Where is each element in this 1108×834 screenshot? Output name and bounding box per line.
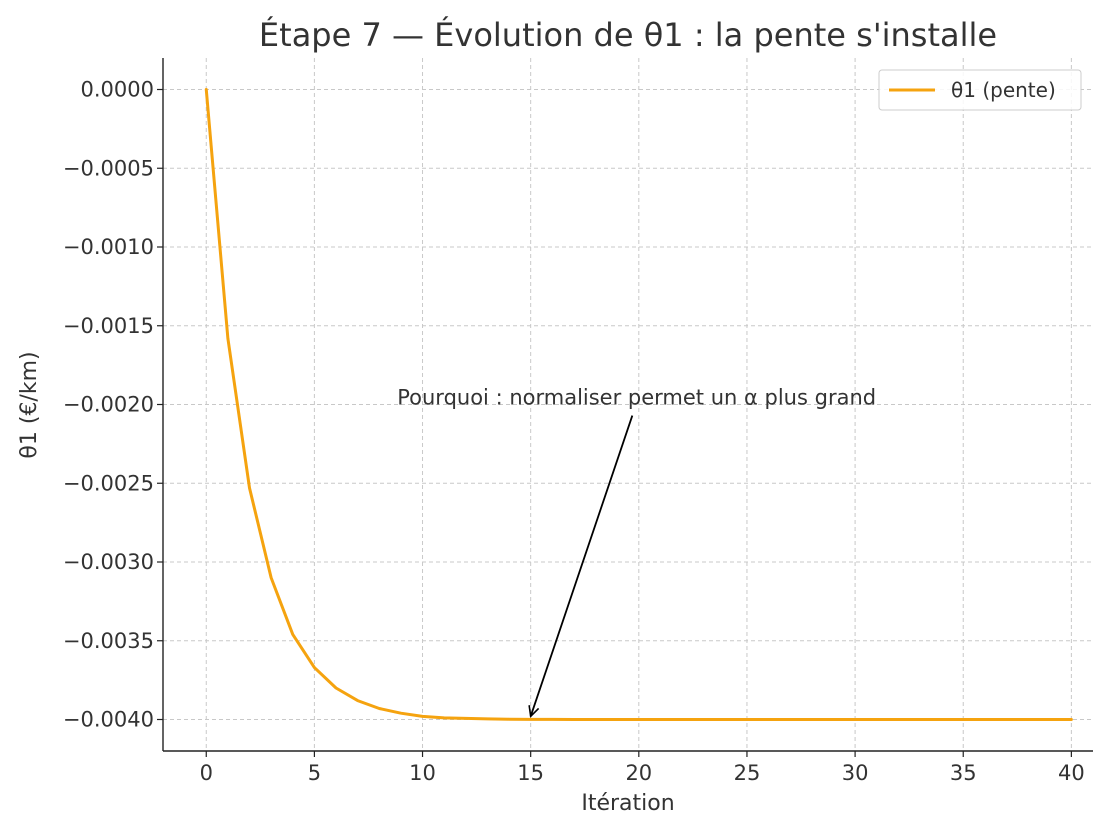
x-tick-label: 35 bbox=[950, 761, 977, 785]
annotation-text: Pourquoi : normaliser permet un α plus g… bbox=[397, 386, 876, 410]
y-tick-label: −0.0040 bbox=[63, 708, 154, 732]
legend-label: θ1 (pente) bbox=[951, 78, 1056, 102]
series bbox=[204, 88, 1073, 721]
ticks: 0 5 10 15 20 25 30 35 40 0.0000 −0.0005 −0.0010 −0.0… bbox=[63, 78, 1085, 786]
x-tick-label: 40 bbox=[1058, 761, 1085, 785]
x-tick-label: 30 bbox=[842, 761, 869, 785]
y-tick-label: −0.0010 bbox=[63, 235, 154, 259]
x-tick-label: 0 bbox=[200, 761, 213, 785]
y-tick-label: −0.0015 bbox=[63, 314, 154, 338]
x-tick-label: 15 bbox=[517, 761, 544, 785]
grid bbox=[163, 58, 1093, 751]
legend: θ1 (pente) bbox=[878, 69, 1082, 111]
y-tick-label: −0.0020 bbox=[63, 393, 154, 417]
y-tick-label: −0.0035 bbox=[63, 629, 154, 653]
x-tick-label: 5 bbox=[308, 761, 321, 785]
x-axis-label: Itération bbox=[581, 791, 674, 816]
legend-box bbox=[878, 69, 1082, 111]
x-tick-label: 25 bbox=[734, 761, 761, 785]
y-tick-label: −0.0030 bbox=[63, 550, 154, 574]
x-tick-label: 20 bbox=[625, 761, 652, 785]
y-axis-label: θ1 (€/km) bbox=[17, 351, 42, 458]
x-tick-label: 10 bbox=[409, 761, 436, 785]
chart-title: Étape 7 — Évolution de θ1 : la pente s'i… bbox=[259, 16, 997, 54]
y-tick-label: −0.0005 bbox=[63, 156, 154, 180]
series-line bbox=[204, 88, 1073, 721]
y-tick-label: −0.0025 bbox=[63, 471, 154, 495]
annotations: Pourquoi : normaliser permet un α plus g… bbox=[397, 386, 876, 717]
annotation-arrow bbox=[531, 415, 634, 717]
y-tick-label: 0.0000 bbox=[81, 78, 154, 102]
